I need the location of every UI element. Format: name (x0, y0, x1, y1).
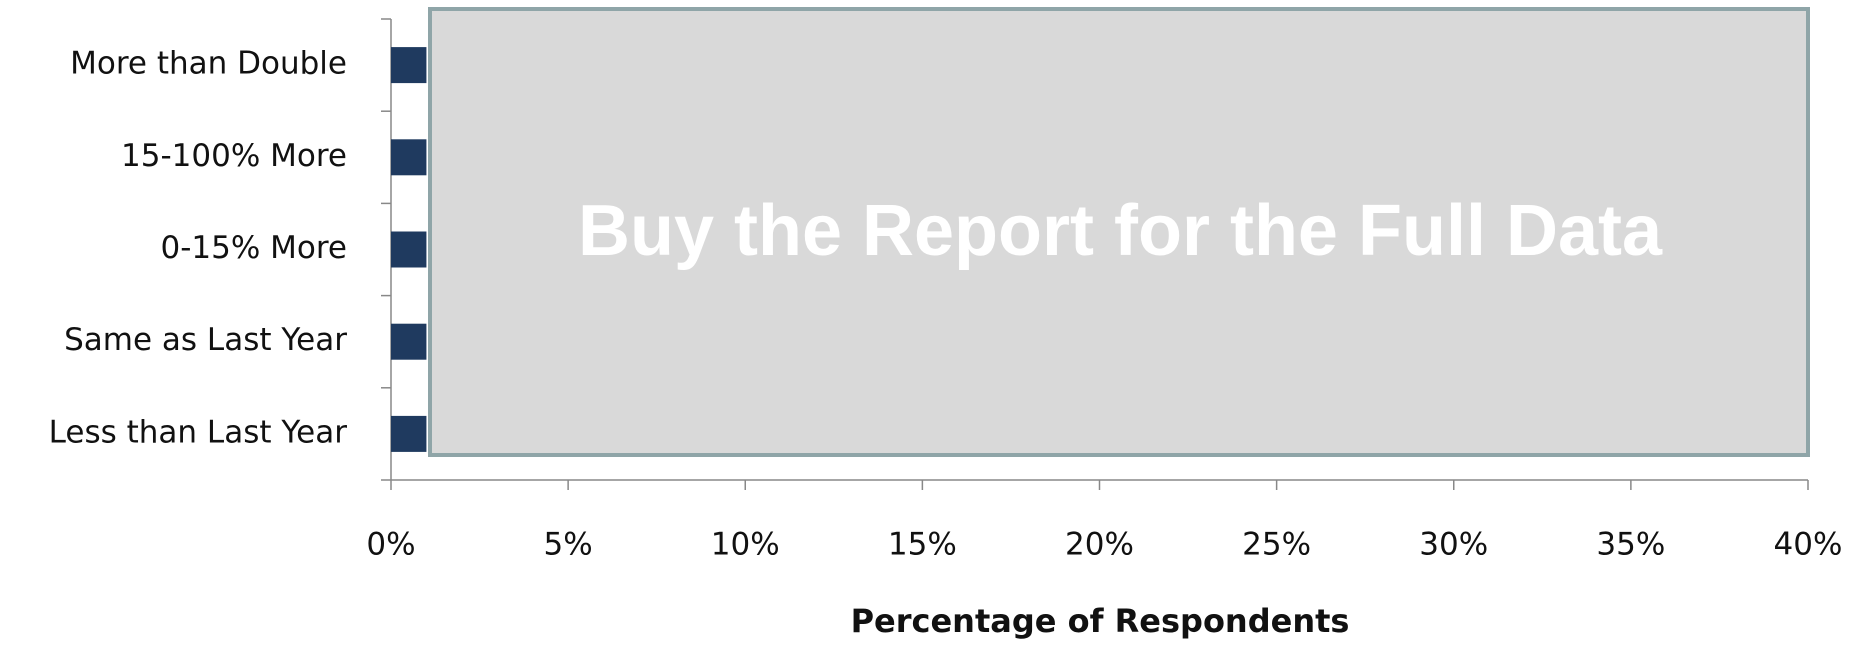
bar (391, 47, 427, 84)
x-axis-title: Percentage of Respondents (851, 602, 1350, 640)
y-tick-label: 15-100% More (121, 138, 347, 174)
y-tick-label: Less than Last Year (49, 414, 348, 450)
x-tick-label: 35% (1596, 527, 1665, 563)
overlay-text: Buy the Report for the Full Data (578, 191, 1663, 271)
y-tick-label: 0-15% More (160, 230, 347, 266)
x-tick-label: 5% (544, 527, 593, 563)
x-tick-label: 25% (1242, 527, 1311, 563)
x-tick-label: 10% (711, 527, 780, 563)
overlay (428, 7, 1810, 457)
bar (391, 139, 427, 176)
y-tick-label: Same as Last Year (64, 322, 347, 358)
y-tick-label: More than Double (70, 46, 347, 82)
x-tick-label: 30% (1419, 527, 1488, 563)
x-tick-label: 0% (366, 527, 415, 563)
x-tick-label: 40% (1774, 527, 1843, 563)
bar (391, 323, 427, 360)
bar (391, 231, 427, 268)
bar (391, 415, 427, 452)
x-tick-label: 20% (1065, 527, 1134, 563)
x-tick-label: 15% (888, 527, 957, 563)
